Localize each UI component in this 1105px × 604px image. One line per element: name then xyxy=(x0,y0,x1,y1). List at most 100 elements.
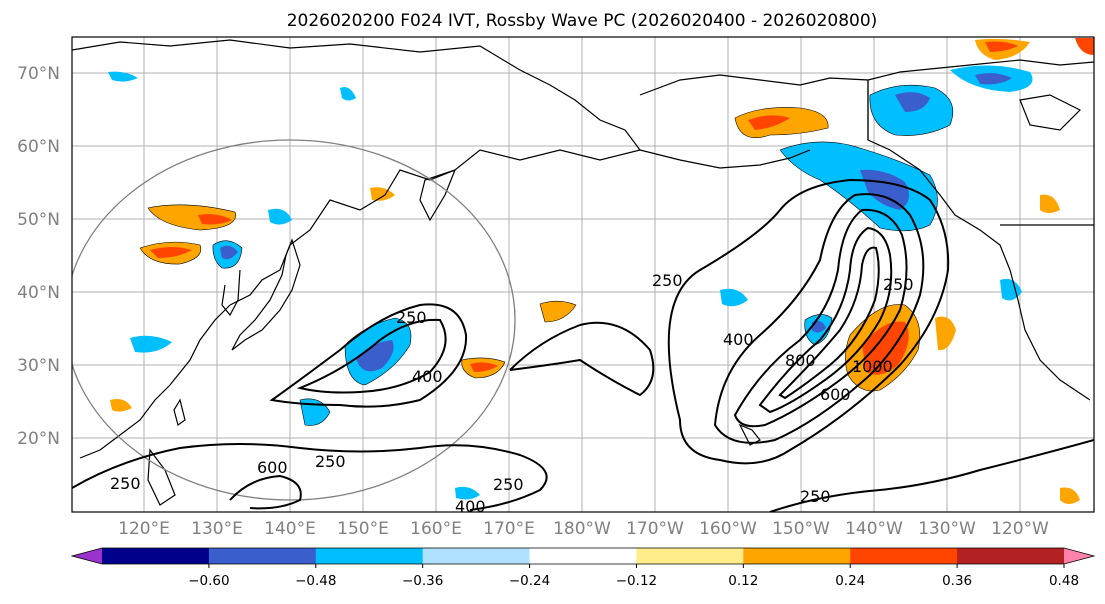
coast-hawaii xyxy=(738,423,761,446)
contour-ar-600 xyxy=(733,208,908,428)
colorbar-tick-label: 0.24 xyxy=(835,573,865,589)
contour-label: 250 xyxy=(493,475,524,494)
contour-label: 250 xyxy=(652,271,683,290)
anomaly-manchuria-core xyxy=(198,214,232,225)
colorbar-extend-high xyxy=(1064,548,1094,564)
anomaly-small-negative-2 xyxy=(268,208,292,225)
lon-label: 130°W xyxy=(918,519,976,539)
contour-label: 250 xyxy=(883,275,914,294)
anomaly-small-positive-2 xyxy=(110,399,132,412)
lon-label: 140°E xyxy=(264,519,316,539)
anomaly-korea-core xyxy=(220,245,238,260)
region-circle xyxy=(72,139,516,501)
anomaly-ar-positive-2 xyxy=(935,316,956,351)
anomaly-wpac-core xyxy=(356,340,394,372)
colorbar-swatch xyxy=(957,548,1065,564)
coast-philippines xyxy=(147,448,176,506)
contour-ar-1000 xyxy=(778,246,880,400)
lon-label: 120°E xyxy=(118,519,170,539)
colorbar-swatch xyxy=(315,548,424,564)
colorbar-tick-label: −0.12 xyxy=(616,573,657,589)
map-panel: 250 250 400 250 400 600 800 1000 600 250… xyxy=(71,36,1095,516)
anomaly-arctic-positive-core xyxy=(985,41,1018,52)
coast-canada xyxy=(867,59,1094,81)
colorbar-tick-label: −0.60 xyxy=(188,573,229,589)
anomaly-arctic-core xyxy=(975,73,1012,85)
lon-label: 150°E xyxy=(337,519,389,539)
contour-wpac-400 xyxy=(296,318,447,394)
lon-label: 160°E xyxy=(410,519,462,539)
colorbar-swatch xyxy=(850,548,958,564)
colorbar-extend-low xyxy=(72,548,102,564)
lon-label: 140°W xyxy=(845,519,903,539)
lat-label: 60°N xyxy=(17,137,60,157)
colorbar-swatch xyxy=(529,548,637,564)
contour-dateline-250 xyxy=(509,321,655,397)
lat-label: 20°N xyxy=(17,429,60,449)
contour-label: 250 xyxy=(315,452,346,471)
contour-labels: 250 250 400 250 400 600 800 1000 600 250… xyxy=(110,271,914,516)
contour-ar-400 xyxy=(713,193,925,444)
ivt-contours xyxy=(72,178,1094,512)
anomaly-gulf-core xyxy=(895,92,930,112)
gridlines xyxy=(72,37,1094,512)
anomaly-ar-negative-core xyxy=(812,320,826,333)
colorbar-swatch xyxy=(208,548,317,564)
anomaly-alaska-core xyxy=(860,169,909,210)
coast-japan xyxy=(231,238,301,351)
contour-label: 800 xyxy=(785,351,816,370)
contour-wpac-250 xyxy=(269,303,468,408)
colorbar-tick-label: 0.12 xyxy=(728,573,758,589)
contour-south-250 xyxy=(72,443,548,511)
colorbar-outline xyxy=(70,547,1096,565)
lon-label: 170°W xyxy=(626,519,684,539)
anomaly-arctic-positive-2 xyxy=(1075,38,1094,55)
colorbar-swatch xyxy=(422,548,531,564)
contour-ar-800 xyxy=(758,226,893,414)
coast-arctic-islands xyxy=(1019,94,1082,131)
colorbar-tick-label: −0.48 xyxy=(295,573,336,589)
anomaly-small-negative-1 xyxy=(130,335,172,353)
lat-label: 70°N xyxy=(17,64,60,84)
anomaly-wpac-positive-core xyxy=(470,362,498,372)
contour-label: 250 xyxy=(396,308,427,327)
anomaly-tropical-positive xyxy=(1060,487,1080,504)
filled-anomalies xyxy=(108,38,1094,504)
lon-label: 150°W xyxy=(772,519,830,539)
anomaly-small-negative-3 xyxy=(108,71,138,82)
anomaly-tropical-negative xyxy=(455,486,480,500)
anomaly-ar-core xyxy=(862,321,909,375)
contour-label: 1000 xyxy=(852,357,893,376)
contour-ar-250 xyxy=(667,178,950,465)
lat-label: 50°N xyxy=(17,210,60,230)
contour-label: 400 xyxy=(455,497,486,516)
coast-korea xyxy=(221,269,241,317)
coast-china xyxy=(79,304,231,459)
map-frame xyxy=(71,36,1095,513)
colorbar-swatch xyxy=(102,548,210,564)
colorbar-swatch xyxy=(636,548,744,564)
colorbar: −0.60 −0.48 −0.36 −0.24 −0.12 0.12 0.24 0.36 0.4… xyxy=(70,547,1096,589)
contour-label: 250 xyxy=(110,474,141,493)
anomaly-small-positive-1 xyxy=(370,187,395,201)
contour-label: 600 xyxy=(820,385,851,404)
lat-label: 40°N xyxy=(17,283,60,303)
colorbar-tick-label: 0.48 xyxy=(1049,573,1079,589)
contour-label: 400 xyxy=(723,330,754,349)
anomaly-dateline-positive xyxy=(539,300,577,323)
lon-label: 160°W xyxy=(699,519,757,539)
anomaly-bering-core xyxy=(748,115,790,130)
contour-label: 600 xyxy=(257,458,288,477)
longitude-axis: 120°E 130°E 140°E 150°E 160°E 170°E 180°… xyxy=(118,519,1049,539)
lon-label: 130°E xyxy=(191,519,243,539)
colorbar-tick-label: 0.36 xyxy=(942,573,972,589)
contour-label: 250 xyxy=(800,487,831,506)
anomaly-small-negative-4 xyxy=(340,87,356,101)
figure-title: 2026020200 F024 IVT, Rossby Wave PC (202… xyxy=(287,11,878,31)
lon-label: 120°W xyxy=(991,519,1049,539)
anomaly-midpac-negative xyxy=(720,288,748,307)
coast-aleutians xyxy=(639,149,811,169)
lon-label: 170°E xyxy=(483,519,535,539)
contour-se-250 xyxy=(769,439,1094,512)
lat-label: 30°N xyxy=(17,356,60,376)
